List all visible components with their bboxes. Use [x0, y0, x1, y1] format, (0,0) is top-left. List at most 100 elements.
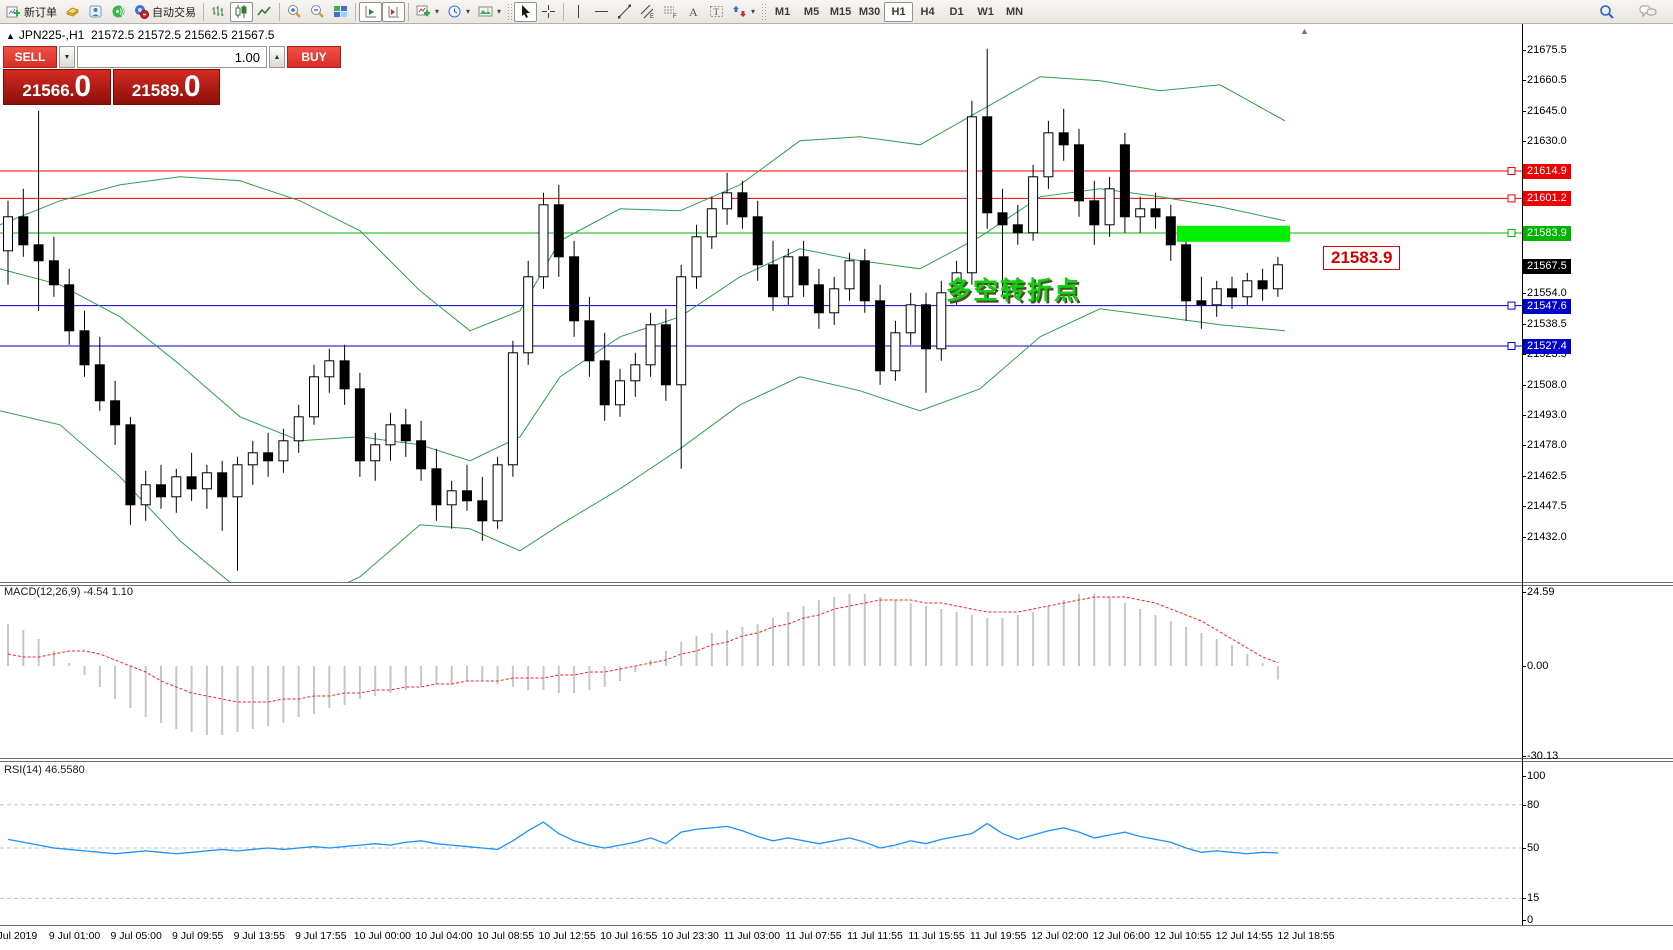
candle-body — [737, 192, 748, 218]
chart-scroll-marker-icon[interactable]: ▲ — [1300, 26, 1309, 36]
candle-body — [156, 484, 166, 498]
candle-body — [859, 260, 870, 302]
chat-button[interactable] — [1635, 2, 1661, 22]
candle-body — [1257, 280, 1268, 290]
new-order-button[interactable]: 新订单 — [2, 2, 61, 22]
toolbar-drag-handle[interactable] — [507, 2, 513, 21]
history-center-button[interactable] — [61, 2, 84, 22]
bar-chart-button[interactable] — [207, 2, 230, 22]
one-click-trade-panel: SELL ▼ ▲ BUY 21566.0 21589.0 — [3, 46, 341, 105]
arrows-button[interactable]: ▾ — [728, 2, 759, 22]
candle-body — [3, 216, 13, 252]
ohlc-values: 21572.5 21572.5 21562.5 21567.5 — [90, 28, 275, 42]
cursor-button[interactable] — [514, 1, 538, 22]
sell-button[interactable]: SELL — [3, 46, 57, 68]
toolbar-drag-handle[interactable] — [761, 2, 767, 21]
chart-text-annotation[interactable]: 多空转折点 — [946, 277, 1082, 305]
search-icon — [1600, 4, 1614, 19]
time-axis-label: 9 Jul 01:00 — [48, 930, 101, 942]
auto-scroll-button[interactable] — [359, 1, 382, 22]
candle-body — [829, 288, 840, 314]
vertical-line-button[interactable] — [567, 2, 590, 22]
template-icon — [478, 6, 493, 17]
toolbar-separator — [563, 2, 565, 21]
buy-button[interactable]: BUY — [287, 46, 341, 68]
buy-price-big-digit: 0 — [183, 70, 201, 103]
time-axis-label: 11 Jul 19:55 — [969, 930, 1027, 942]
candle-body — [385, 424, 396, 446]
zoom-in-button[interactable] — [283, 2, 306, 22]
line-chart-button[interactable] — [253, 2, 276, 22]
candle-body — [1272, 264, 1283, 290]
candle-body — [875, 300, 886, 372]
toolbar-separator — [279, 2, 280, 21]
candle-body — [615, 380, 625, 406]
crosshair-button[interactable] — [537, 2, 560, 22]
chart-canvas[interactable] — [0, 24, 1673, 950]
timeframe-button-m5[interactable]: M5 — [803, 5, 820, 18]
price-axis-tick: 21645.0 — [1522, 104, 1567, 117]
candle-body — [278, 440, 289, 462]
new-chart-button[interactable]: ▾ — [412, 2, 443, 22]
timeframe-button-m15[interactable]: M15 — [829, 5, 852, 18]
candle-body — [921, 304, 931, 350]
sell-price-display[interactable]: 21566. 0 — [3, 69, 111, 105]
buy-price-display[interactable]: 21589. 0 — [112, 69, 220, 105]
period-button[interactable]: ▾ — [443, 2, 474, 22]
candle-body — [247, 452, 258, 466]
line-anchor-handle — [1507, 342, 1516, 350]
candle-body — [446, 490, 457, 506]
channel-button[interactable]: E — [636, 2, 659, 22]
price-axis-tick: 0 — [1521, 914, 1534, 926]
timeframe-button-mn[interactable]: MN — [1006, 5, 1024, 18]
chat-icon — [1639, 5, 1657, 18]
profile-button[interactable] — [84, 2, 107, 22]
candle-body — [309, 376, 319, 418]
candle-body — [64, 284, 75, 332]
rsi-indicator-label: RSI(14) 46.5580 — [4, 764, 85, 776]
candle-body — [844, 260, 855, 290]
rsi-line — [7, 821, 1278, 855]
timeframe-button-h1[interactable]: H1 — [884, 1, 914, 22]
autotrade-icon — [135, 5, 149, 19]
candle-body — [1043, 132, 1054, 178]
broadcast-button[interactable] — [107, 2, 130, 22]
price-axis-tick: 21554.0 — [1522, 286, 1567, 299]
volume-increase-button[interactable]: ▲ — [269, 46, 285, 68]
line-anchor-handle — [1507, 167, 1516, 175]
fibonacci-button[interactable]: F — [659, 2, 682, 22]
tile-windows-button[interactable] — [329, 2, 352, 22]
dropdown-caret-icon: ▾ — [751, 7, 756, 16]
chart-shift-button[interactable] — [382, 1, 405, 22]
candle-body — [660, 324, 671, 386]
text-label-button[interactable]: T — [705, 2, 728, 22]
timeframe-button-m1[interactable]: M1 — [774, 5, 791, 18]
price-axis-tick: 0.00 — [1521, 660, 1549, 672]
candle-body — [645, 324, 656, 366]
volume-input[interactable] — [77, 46, 267, 68]
template-button[interactable]: ▾ — [474, 2, 505, 22]
candle-body — [48, 260, 59, 286]
search-button[interactable] — [1595, 2, 1619, 22]
timeframe-button-d1[interactable]: D1 — [949, 5, 964, 18]
timeframe-button-h4[interactable]: H4 — [920, 5, 935, 18]
candle-body — [966, 116, 977, 274]
timeframe-button-m30[interactable]: M30 — [858, 5, 881, 18]
horizontal-line-button[interactable] — [590, 2, 613, 22]
price-callout-label[interactable]: 21583.9 — [1323, 246, 1401, 270]
dropdown-caret-icon: ▾ — [466, 7, 471, 16]
text-button[interactable]: A — [682, 2, 705, 22]
time-axis-label: 10 Jul 16:55 — [600, 930, 658, 942]
volume-decrease-button[interactable]: ▼ — [59, 46, 75, 68]
candle-body — [706, 208, 717, 238]
trendline-button[interactable] — [613, 2, 636, 22]
candle-body — [997, 212, 1008, 226]
candle-body — [1242, 280, 1253, 298]
toolbar-separator — [355, 2, 356, 21]
timeframe-button-w1[interactable]: W1 — [977, 5, 994, 18]
main-toolbar: 新订单 自动交易 ▾ ▾ — [0, 0, 1673, 24]
zoom-out-button[interactable] — [306, 2, 329, 22]
candle-body — [798, 256, 809, 286]
candlestick-chart-button[interactable] — [230, 1, 253, 22]
autotrade-button[interactable]: 自动交易 — [130, 2, 200, 22]
